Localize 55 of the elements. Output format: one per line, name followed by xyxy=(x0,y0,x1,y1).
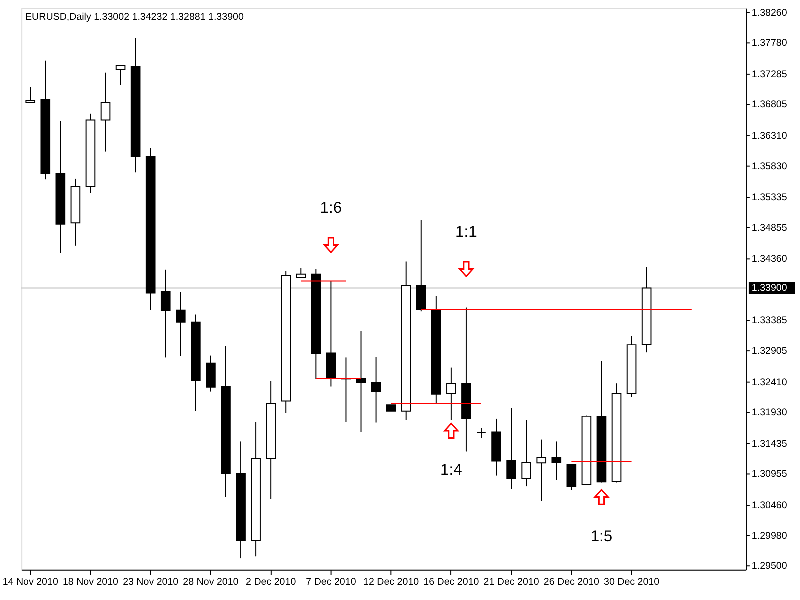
candlestick xyxy=(522,420,532,488)
candlestick xyxy=(446,367,456,421)
candlestick xyxy=(100,72,111,152)
candlestick xyxy=(160,269,171,358)
y-tick-label: 1.30460 xyxy=(752,500,788,512)
point xyxy=(444,422,459,439)
x-tick-label: 16 Dec 2010 xyxy=(424,577,480,588)
y-tick-label: 1.36310 xyxy=(752,130,788,142)
candlestick xyxy=(206,355,216,392)
candlestick xyxy=(26,86,36,104)
ref-line-label: 1.33900 xyxy=(752,283,788,294)
y-tick-label: 1.29500 xyxy=(752,561,788,572)
y-tick-label: 1.36805 xyxy=(752,100,788,111)
y-tick-label: 1.34360 xyxy=(752,254,788,266)
data-label: 1:5 xyxy=(590,528,613,546)
candlestick xyxy=(536,439,547,502)
x-tick-label: 12 Dec 2010 xyxy=(364,577,420,588)
x-tick-label: 28 Nov 2010 xyxy=(183,577,240,588)
x-tick-label: 7 Dec 2010 xyxy=(306,577,357,588)
y-tick-label: 1.30955 xyxy=(752,469,788,480)
y-tick-label: 1.32905 xyxy=(752,346,788,358)
x-tick-label: 18 Nov 2010 xyxy=(62,577,120,588)
chart-title: EURUSD,Daily 1.33002 1.34232 1.32881 1.33900 xyxy=(26,12,244,24)
candlestick xyxy=(371,356,382,424)
x-tick-label: 26 Dec 2010 xyxy=(544,577,600,588)
y-tick-label: 1.35830 xyxy=(752,161,788,172)
data-label: 1:1 xyxy=(456,224,478,241)
y-tick-label: 1.34855 xyxy=(752,222,788,234)
candlestick xyxy=(176,292,186,357)
y-tick-label: 1.33385 xyxy=(752,316,788,327)
y-tick-label: 1.37285 xyxy=(752,69,788,80)
candlestick xyxy=(552,441,562,481)
x-tick-label: 14 Nov 2010 xyxy=(2,577,59,588)
x-tick-label: 30 Dec 2010 xyxy=(604,577,660,588)
y-tick-label: 1.29980 xyxy=(752,530,788,542)
candlestick xyxy=(506,408,516,490)
y-tick-label: 1.31930 xyxy=(752,408,788,419)
y-tick-label: 1.37780 xyxy=(752,38,788,50)
y-tick-label: 1.38260 xyxy=(752,8,788,19)
candlestick xyxy=(416,220,426,312)
x-tick-label: 23 Nov 2010 xyxy=(123,577,180,588)
y-tick-label: 1.32410 xyxy=(752,377,788,388)
point xyxy=(459,261,474,278)
point xyxy=(594,489,610,506)
data-label: 1:4 xyxy=(440,462,463,480)
point xyxy=(324,237,338,254)
x-tick-label: 21 Dec 2010 xyxy=(484,577,540,588)
candlestick xyxy=(356,330,366,433)
candlestick xyxy=(476,428,486,440)
x-tick-label: 2 Dec 2010 xyxy=(246,577,297,588)
y-tick-label: 1.31435 xyxy=(752,438,788,450)
data-label: 1:6 xyxy=(320,200,342,217)
candlestick xyxy=(566,464,577,491)
y-tick-label: 1.35335 xyxy=(752,192,788,204)
candlestick xyxy=(116,64,126,86)
